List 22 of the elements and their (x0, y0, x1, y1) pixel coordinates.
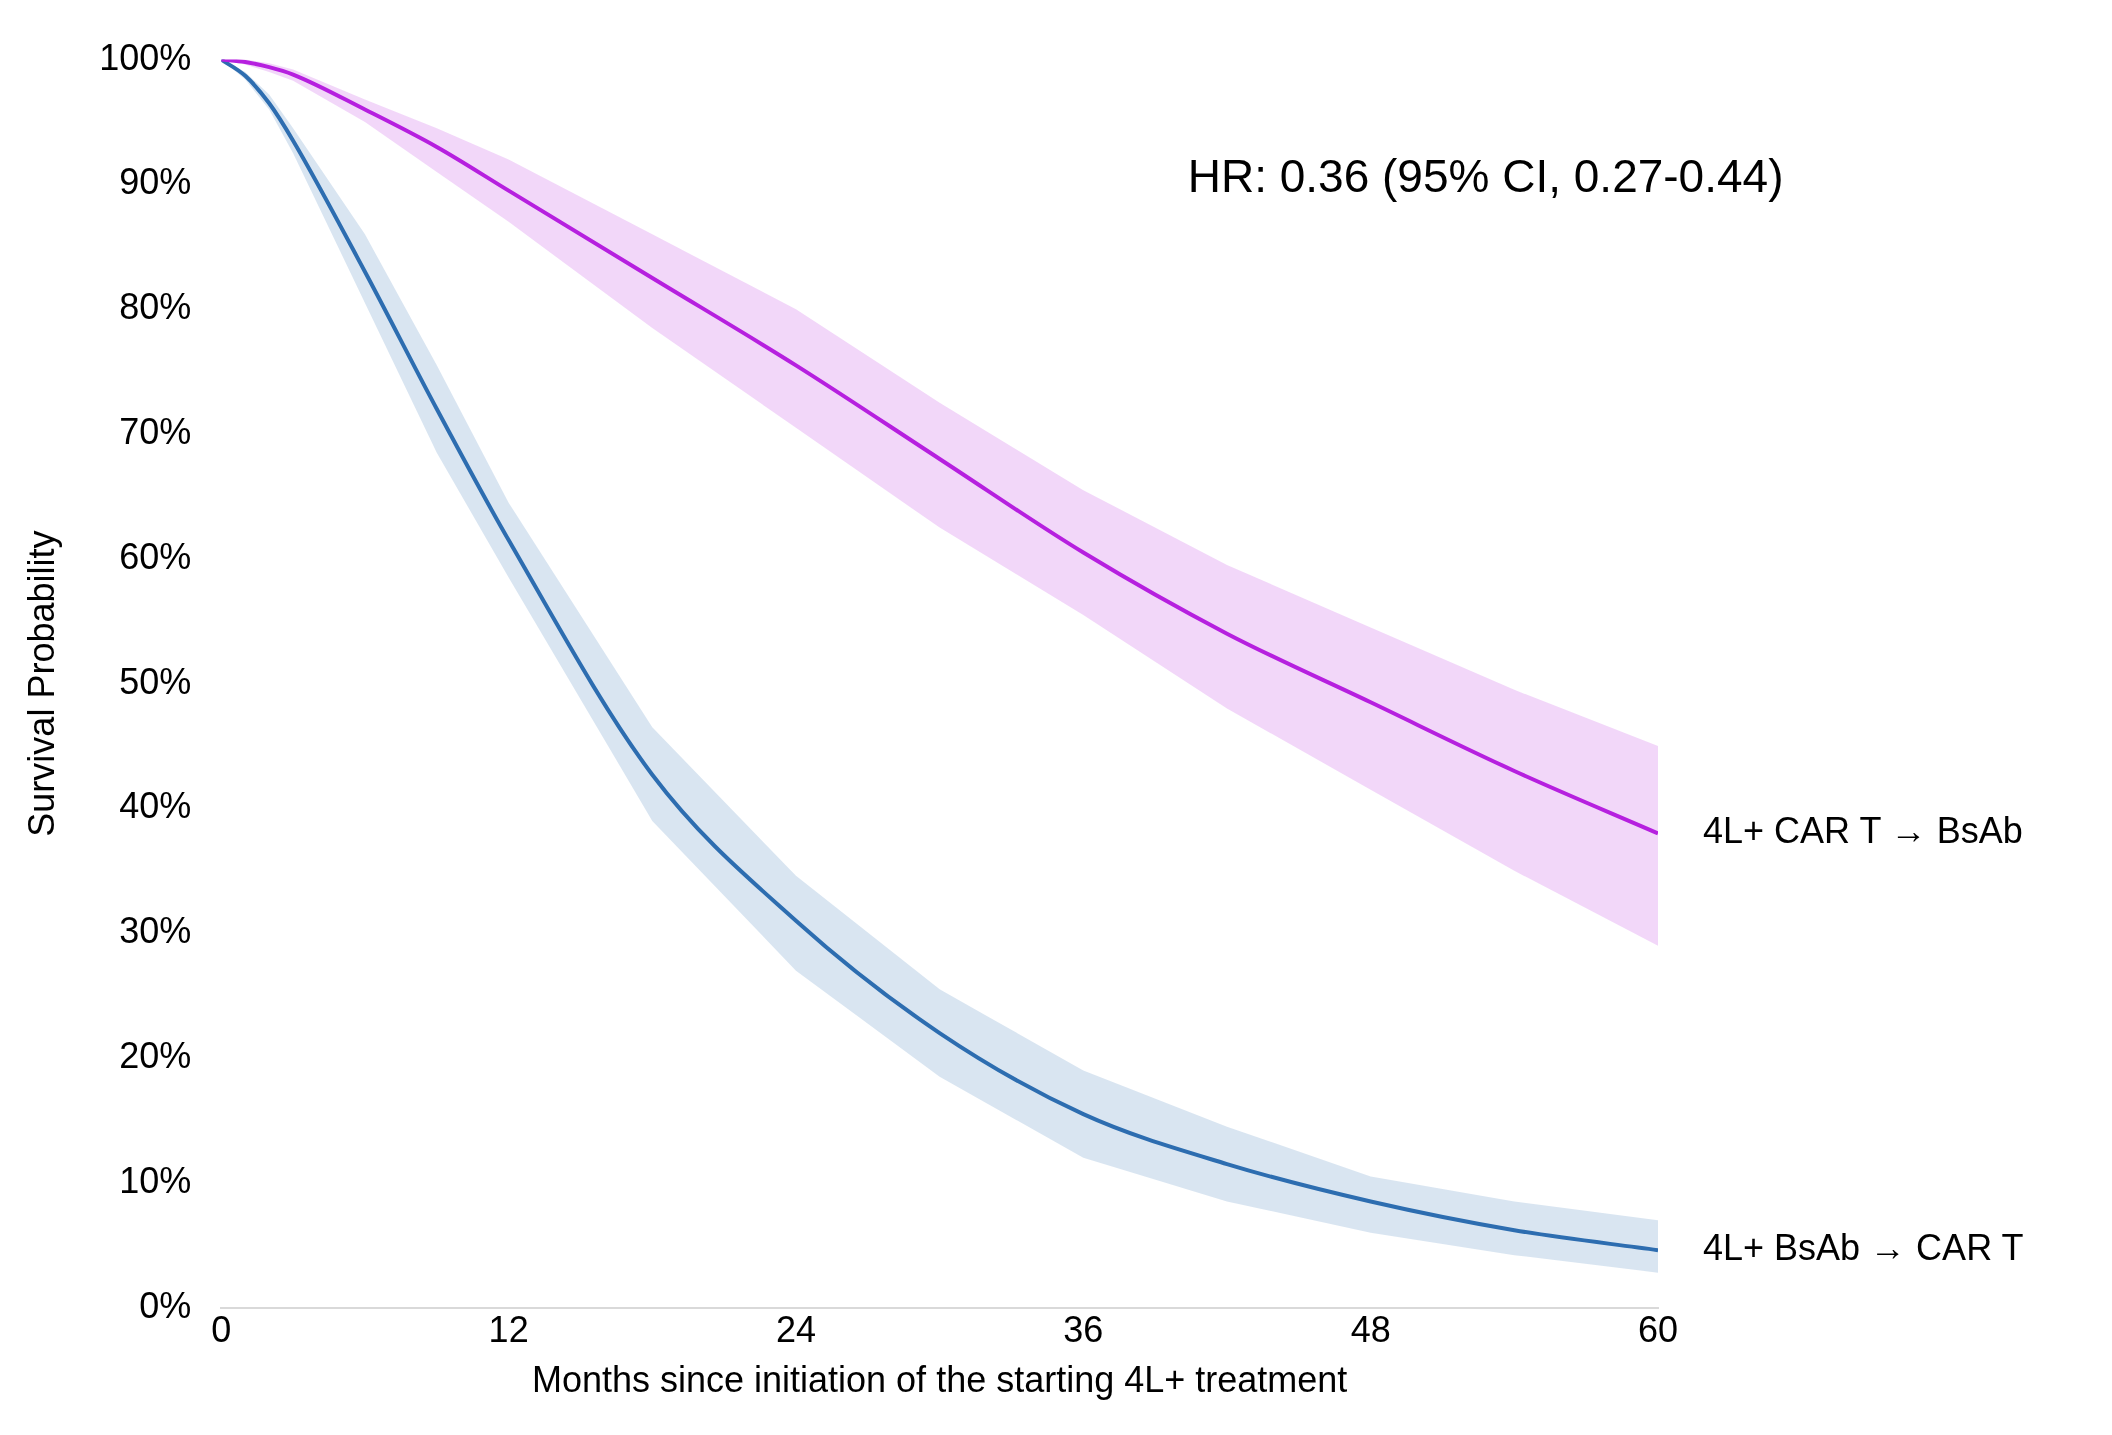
y-tick-label: 100% (99, 36, 192, 78)
y-tick-label: 30% (119, 910, 192, 952)
y-tick-label: 90% (119, 161, 192, 203)
x-tick-label: 24 (775, 1309, 816, 1351)
y-tick-label: 10% (119, 1159, 192, 1201)
x-axis-title: Months since initiation of the starting 4L+ treatment (531, 1359, 1348, 1401)
series-label: 4L+ CAR T → BsAb (1703, 810, 2023, 852)
x-tick-label: 0 (211, 1309, 232, 1351)
y-axis-title: Survival Probability (20, 530, 62, 837)
series-label: 4L+ BsAb → CAR T (1703, 1227, 2024, 1269)
y-tick-label: 50% (119, 660, 192, 702)
x-tick-label: 48 (1350, 1309, 1391, 1351)
annotation: HR: 0.36 (95% CI, 0.27-0.44) (1187, 150, 1784, 203)
y-tick-label: 80% (119, 286, 192, 328)
y-tick-label: 0% (139, 1284, 192, 1326)
y-tick-label: 20% (119, 1034, 192, 1076)
y-tick-label: 70% (119, 410, 192, 452)
y-tick-label: 40% (119, 785, 192, 827)
x-tick-label: 36 (1063, 1309, 1104, 1351)
y-tick-label: 60% (119, 535, 192, 577)
x-tick-label: 60 (1637, 1309, 1679, 1351)
x-tick-label: 12 (488, 1309, 529, 1351)
